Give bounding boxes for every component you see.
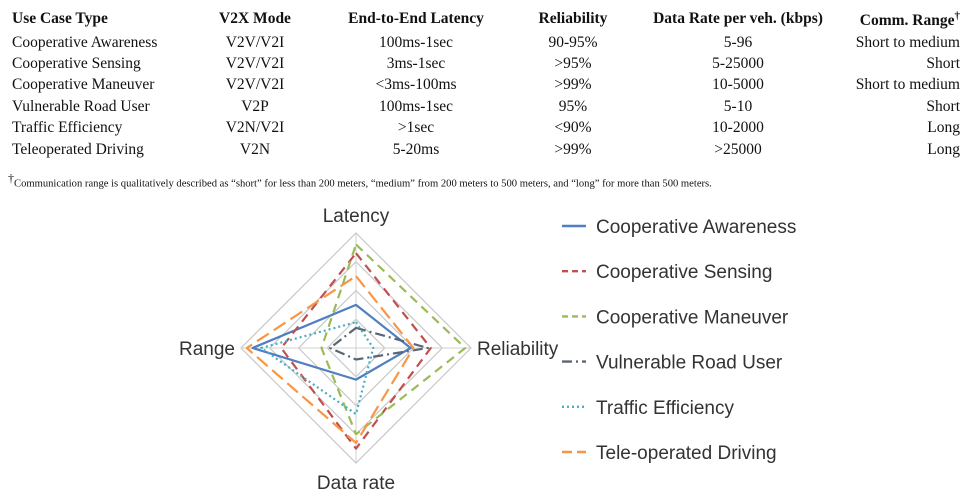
radar-axis-labels: Latency Reliability Data rate Range bbox=[179, 206, 559, 494]
col-header-use-case: Use Case Type bbox=[12, 10, 108, 28]
footnote-text: Communication range is qualitatively des… bbox=[14, 178, 712, 190]
footnote-mark: † bbox=[8, 171, 14, 185]
radar-grid bbox=[240, 232, 472, 464]
table-cell: 90-95% bbox=[548, 33, 598, 51]
series-polygon bbox=[320, 243, 467, 436]
legend-label: Cooperative Awareness bbox=[596, 217, 796, 238]
col-header-v2x-mode: V2X Mode bbox=[219, 10, 291, 28]
table-cell: 5-20ms bbox=[392, 140, 440, 158]
table-cell: Vulnerable Road User bbox=[12, 97, 150, 115]
table-cell: >25000 bbox=[714, 140, 762, 158]
table-cell: Short to medium bbox=[855, 76, 960, 94]
table-cell: 100ms-1sec bbox=[378, 33, 454, 51]
table-cell: V2V/V2I bbox=[225, 76, 285, 94]
series-polygon bbox=[260, 321, 375, 416]
radar-legend: Cooperative Awareness Cooperative Sensing… bbox=[562, 217, 796, 464]
col-header-comm-range-text: Comm. Range bbox=[859, 12, 955, 30]
table-cell: 5-96 bbox=[723, 33, 753, 51]
table-cell: <3ms-100ms bbox=[375, 76, 457, 94]
table-cell: 3ms-1sec bbox=[386, 54, 446, 72]
table-row: Cooperative Maneuver V2V/V2I <3ms-100ms >99… bbox=[8, 74, 960, 95]
axis-label: Data rate bbox=[317, 473, 395, 494]
table-cell: 95% bbox=[558, 97, 588, 115]
legend-label: Tele-operated Driving bbox=[596, 443, 777, 464]
table-cell: Long bbox=[927, 140, 960, 158]
table-cell: >1sec bbox=[397, 119, 435, 137]
col-header-data-rate: Data Rate per veh. (kbps) bbox=[653, 10, 823, 28]
table-cell: Long bbox=[927, 119, 960, 137]
table-cell: V2V/V2I bbox=[225, 33, 285, 51]
series-polygon bbox=[280, 252, 432, 450]
radar-series bbox=[245, 243, 467, 450]
table-cell: Cooperative Maneuver bbox=[12, 76, 155, 94]
series-polygon bbox=[329, 326, 429, 361]
dagger-mark: † bbox=[954, 10, 961, 22]
table-header-row: Use Case Type V2X Mode End-to-End Latenc… bbox=[8, 6, 960, 32]
table-row: Traffic Efficiency V2N/V2I >1sec <90% 10-200… bbox=[8, 117, 960, 138]
legend-label: Vulnerable Road User bbox=[596, 353, 783, 374]
series-polygon bbox=[251, 303, 412, 381]
table-cell: V2P bbox=[241, 97, 269, 115]
col-header-reliability: Reliability bbox=[538, 10, 608, 28]
axis-label: Reliability bbox=[477, 339, 559, 360]
table-cell: <90% bbox=[554, 119, 592, 137]
table-cell: 100ms-1sec bbox=[378, 97, 454, 115]
footnote: †Communication range is qualitatively de… bbox=[8, 171, 958, 190]
table-cell: Cooperative Awareness bbox=[12, 33, 158, 51]
table-cell: Teleoperated Driving bbox=[12, 140, 144, 158]
col-header-comm-range: Comm. Range† bbox=[844, 6, 960, 32]
table-cell: >99% bbox=[554, 140, 592, 158]
table-cell: 5-25000 bbox=[712, 54, 764, 72]
table-cell: Short to medium bbox=[855, 33, 960, 51]
table-cell: Cooperative Sensing bbox=[12, 54, 141, 72]
table-cell: V2V/V2I bbox=[225, 54, 285, 72]
table-cell: V2N bbox=[239, 140, 271, 158]
table-cell: V2N/V2I bbox=[225, 119, 285, 137]
legend-label: Cooperative Sensing bbox=[596, 262, 772, 283]
table-cell: >95% bbox=[554, 54, 592, 72]
series-polygon bbox=[245, 275, 415, 444]
legend-label: Cooperative Maneuver bbox=[596, 307, 789, 328]
table-row: Teleoperated Driving V2N 5-20ms >99% >25000 L… bbox=[8, 139, 960, 160]
table-cell: 10-5000 bbox=[712, 76, 764, 94]
axis-label: Range bbox=[179, 339, 235, 360]
axis-label: Latency bbox=[323, 206, 390, 227]
table-row: Cooperative Awareness V2V/V2I 100ms-1sec 90… bbox=[8, 32, 960, 53]
table-cell: Short bbox=[926, 97, 960, 115]
use-case-table: Use Case Type V2X Mode End-to-End Latenc… bbox=[8, 6, 960, 160]
table-cell: Short bbox=[926, 54, 960, 72]
legend-label: Traffic Efficiency bbox=[596, 398, 734, 419]
table-cell: 5-10 bbox=[723, 97, 753, 115]
col-header-latency: End-to-End Latency bbox=[348, 10, 484, 28]
table-cell: 10-2000 bbox=[712, 119, 764, 137]
table-cell: >99% bbox=[554, 76, 592, 94]
table-row: Vulnerable Road User V2P 100ms-1sec 95% 5-10… bbox=[8, 96, 960, 117]
table-cell: Traffic Efficiency bbox=[12, 119, 123, 137]
table-row: Cooperative Sensing V2V/V2I 3ms-1sec >95% 5-… bbox=[8, 53, 960, 74]
